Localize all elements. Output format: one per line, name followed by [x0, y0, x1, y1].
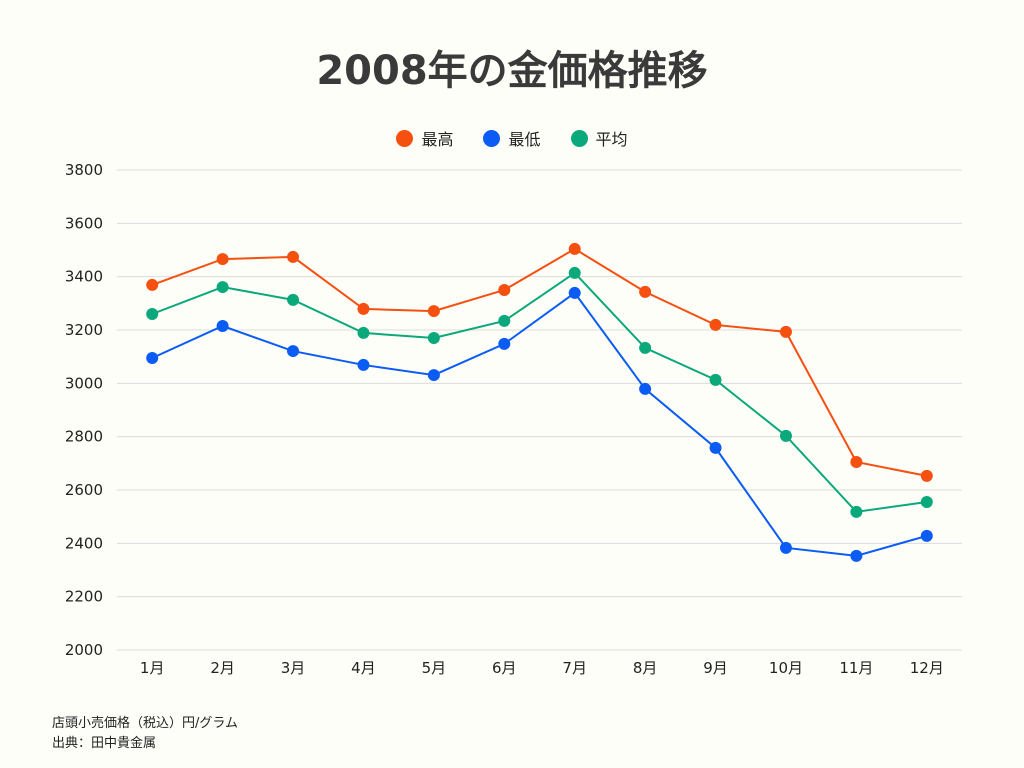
source-note: 出典：田中貴金属	[52, 736, 157, 751]
legend-marker-icon	[483, 129, 501, 147]
data-point	[498, 314, 511, 327]
series-line-1	[151, 291, 928, 557]
data-point	[427, 332, 440, 344]
data-point	[287, 345, 300, 358]
data-point	[146, 278, 159, 291]
data-point	[357, 326, 370, 339]
y-tick-label: 2600	[65, 481, 103, 499]
legend-label: 平均	[595, 130, 628, 149]
data-point	[920, 529, 933, 542]
x-tick-label: 1月	[140, 659, 165, 677]
data-point	[850, 505, 863, 518]
data-point	[146, 308, 159, 320]
x-tick-label: 5月	[422, 659, 447, 677]
data-point	[709, 318, 722, 331]
data-point	[357, 302, 370, 315]
x-tick-label: 8月	[633, 659, 658, 677]
data-point	[568, 286, 581, 299]
x-tick-label: 6月	[492, 659, 517, 677]
y-tick-label: 2800	[65, 428, 103, 446]
unit-note: 店頭小売価格（税込）円/グラム	[52, 716, 238, 731]
data-point	[920, 469, 933, 482]
x-tick-label: 11月	[839, 659, 873, 677]
series-line-2	[151, 271, 927, 513]
series-line-0	[151, 247, 927, 477]
data-point	[568, 242, 581, 255]
data-point	[709, 373, 722, 386]
data-point	[498, 337, 511, 350]
x-tick-label: 10月	[769, 659, 803, 677]
y-tick-label: 3400	[65, 268, 103, 286]
data-point	[920, 496, 933, 508]
legend-item[interactable]: 最低	[483, 126, 541, 150]
y-tick-label: 2000	[65, 641, 103, 659]
y-tick-label: 2200	[65, 588, 103, 606]
data-point	[850, 549, 863, 562]
x-tick-label: 4月	[351, 659, 376, 677]
legend-marker-icon	[396, 129, 414, 147]
x-tick-label: 9月	[703, 659, 728, 677]
chart-title: 2008年の金価格推移	[316, 48, 708, 94]
data-point	[779, 325, 792, 338]
x-tick-label: 7月	[562, 659, 587, 677]
legend: 最高 最低 平均	[0, 126, 1024, 150]
x-tick-label: 2月	[210, 659, 235, 677]
legend-item[interactable]: 平均	[570, 126, 628, 150]
data-point	[287, 250, 300, 263]
data-point	[639, 382, 652, 395]
data-point	[779, 541, 792, 554]
data-point	[427, 305, 440, 318]
data-point	[146, 352, 159, 364]
legend-label: 最低	[508, 130, 541, 149]
y-tick-label: 2400	[65, 534, 103, 552]
data-point	[216, 320, 229, 332]
data-point	[568, 266, 581, 279]
y-tick-label: 3000	[65, 374, 103, 392]
y-tick-label: 3600	[65, 214, 103, 232]
data-point	[357, 358, 370, 371]
data-point	[216, 253, 229, 266]
legend-label: 最高	[421, 130, 454, 149]
data-point	[709, 441, 722, 454]
x-tick-label: 12月	[910, 659, 944, 677]
data-point	[427, 369, 440, 382]
legend-marker-icon	[570, 129, 588, 147]
y-tick-label: 3800	[65, 161, 103, 179]
data-point	[498, 284, 511, 296]
data-point	[639, 285, 652, 298]
legend-item[interactable]: 最高	[396, 126, 453, 150]
y-tick-label: 3200	[65, 321, 103, 339]
data-point	[639, 341, 652, 354]
data-point	[779, 429, 792, 442]
data-point	[216, 281, 229, 294]
data-point	[850, 456, 863, 468]
x-tick-label: 3月	[281, 659, 306, 677]
data-point	[287, 293, 300, 306]
